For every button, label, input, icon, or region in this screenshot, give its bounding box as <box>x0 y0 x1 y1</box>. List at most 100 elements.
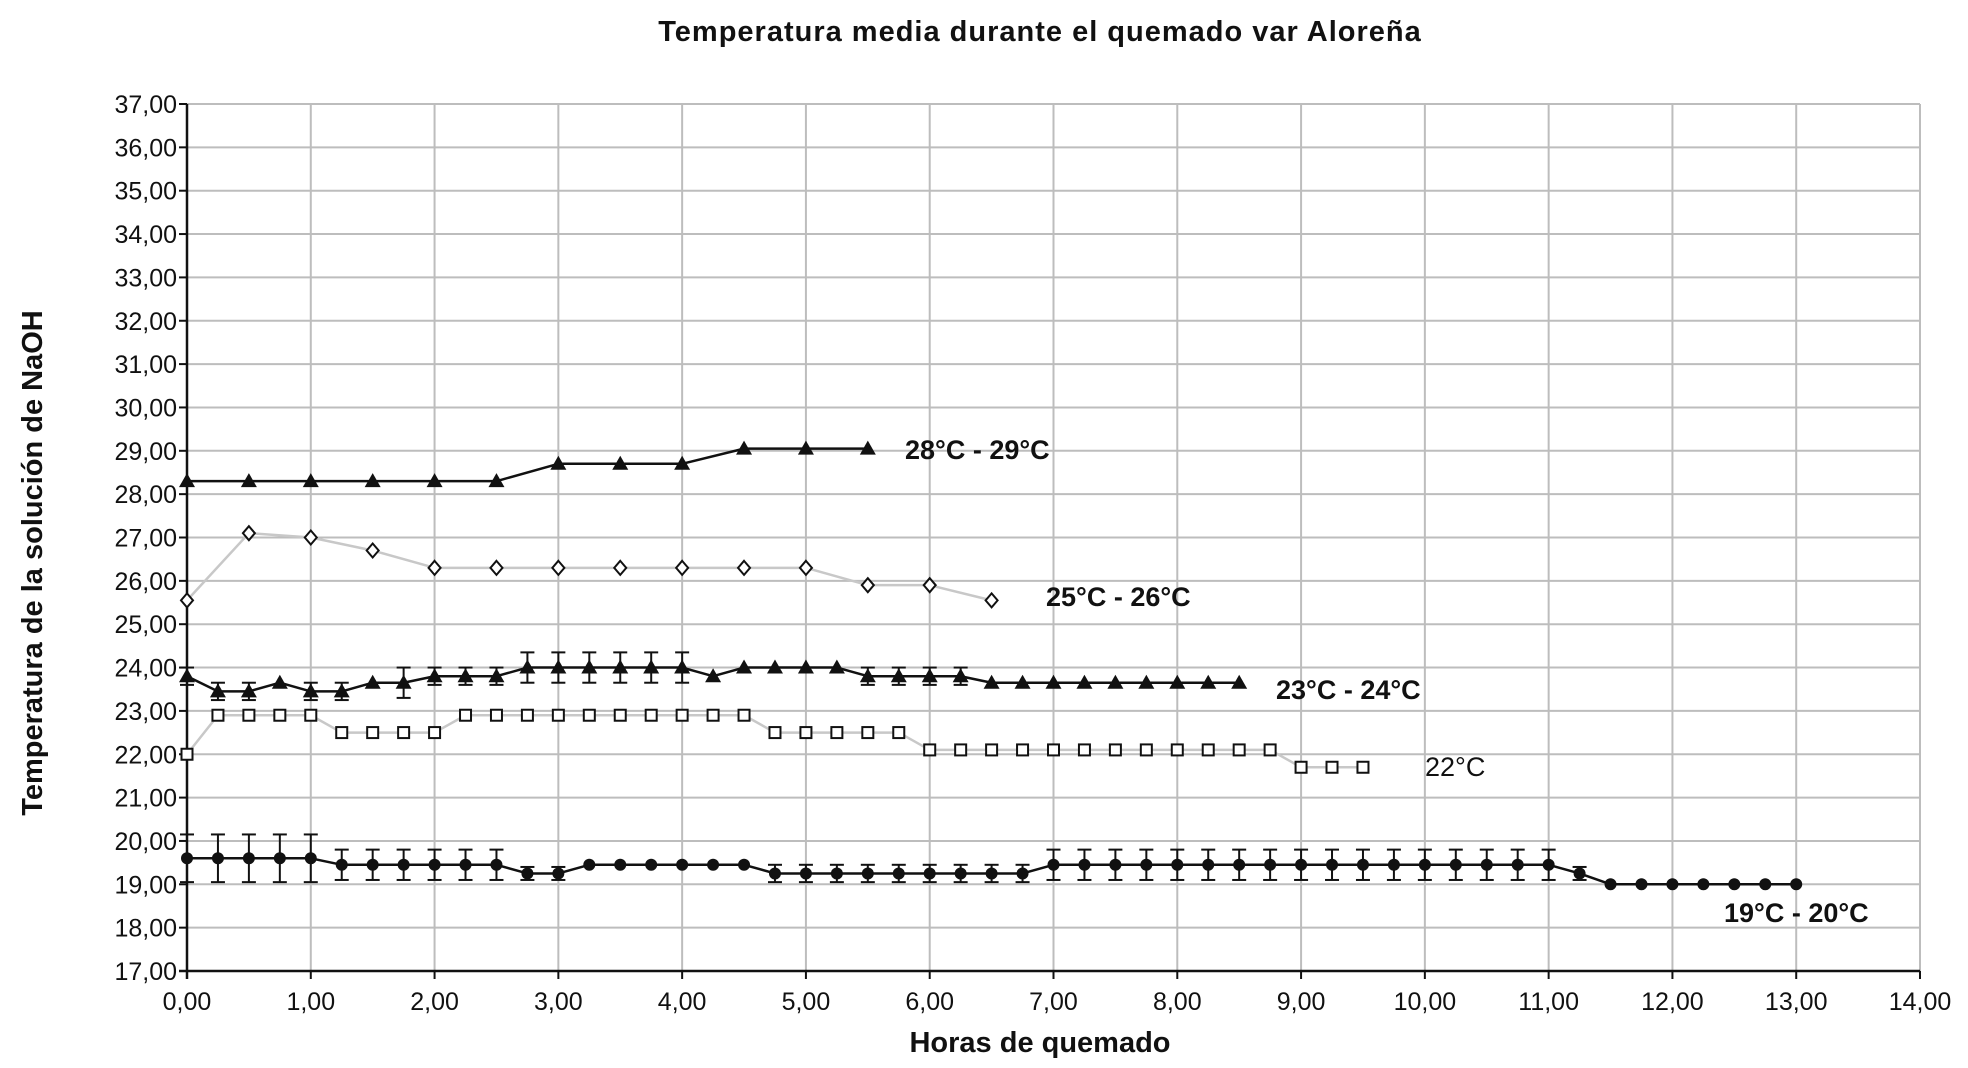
data-point-square <box>675 708 689 722</box>
x-tick-label: 3,00 <box>534 988 583 1016</box>
data-point-square <box>1170 743 1184 757</box>
data-point-square <box>428 726 442 740</box>
x-axis-title: Horas de quemado <box>909 1027 1170 1059</box>
data-point-square <box>613 708 627 722</box>
series-line <box>187 447 868 483</box>
data-point-triangle <box>488 473 505 488</box>
data-point-circle <box>1016 867 1029 880</box>
y-tick-label: 27,00 <box>114 525 177 553</box>
data-point-circle <box>1697 878 1710 891</box>
data-point-triangle <box>952 668 969 683</box>
data-point-circle <box>521 867 534 880</box>
data-point-circle <box>645 858 658 871</box>
data-point-circle <box>335 858 348 871</box>
data-point-circle <box>366 858 379 871</box>
data-point-square <box>1077 743 1091 757</box>
series-3 <box>179 651 1248 702</box>
data-point-triangle <box>736 440 753 455</box>
data-point-circle <box>1078 858 1091 871</box>
data-point-circle <box>1171 858 1184 871</box>
x-tick-label: 2,00 <box>410 988 459 1016</box>
data-point-circle <box>552 867 565 880</box>
data-point-triangle <box>581 659 598 674</box>
data-point-square <box>830 726 844 740</box>
data-point-circle <box>923 867 936 880</box>
data-point-circle <box>1511 858 1524 871</box>
data-point-square <box>459 708 473 722</box>
x-tick-label: 5,00 <box>782 988 831 1016</box>
data-point-diamond <box>860 576 876 594</box>
data-point-square <box>892 726 906 740</box>
data-point-circle <box>1480 858 1493 871</box>
data-point-triangle <box>240 683 257 698</box>
data-point-triangle <box>612 455 629 470</box>
y-axis-title: Temperatura de la solución de NaOH <box>17 310 49 815</box>
y-tick-label: 31,00 <box>114 351 177 379</box>
data-point-triangle <box>179 473 195 488</box>
data-point-circle <box>892 867 905 880</box>
y-tick-label: 26,00 <box>114 568 177 596</box>
data-point-triangle <box>550 455 567 470</box>
data-point-triangle <box>612 659 629 674</box>
y-tick-label: 34,00 <box>114 221 177 249</box>
data-point-circle <box>707 858 720 871</box>
data-point-square <box>242 708 256 722</box>
data-point-square <box>1201 743 1215 757</box>
data-point-circle <box>1449 858 1462 871</box>
data-point-triangle <box>797 659 814 674</box>
data-point-circle <box>954 867 967 880</box>
data-point-square <box>1139 743 1153 757</box>
data-point-triangle <box>426 668 443 683</box>
x-tick-label: 0,00 <box>163 988 212 1016</box>
data-point-circle <box>428 858 441 871</box>
y-tick-label: 24,00 <box>114 655 177 683</box>
data-point-triangle <box>302 473 319 488</box>
data-point-triangle <box>1231 674 1248 689</box>
series-label-5: 19°C - 20°C <box>1724 898 1869 928</box>
data-point-triangle <box>209 683 226 698</box>
y-tick-label: 25,00 <box>114 611 177 639</box>
data-point-square <box>551 708 565 722</box>
data-point-circle <box>1295 858 1308 871</box>
data-point-triangle <box>519 659 536 674</box>
series-label-2: 25°C - 26°C <box>1046 582 1191 612</box>
data-point-square <box>799 726 813 740</box>
x-tick-label: 10,00 <box>1394 988 1457 1016</box>
data-point-circle <box>397 858 410 871</box>
data-point-square <box>1047 743 1060 757</box>
data-point-circle <box>1356 858 1369 871</box>
y-tick-label: 29,00 <box>114 438 177 466</box>
data-point-square <box>768 726 782 740</box>
data-point-circle <box>1790 878 1803 891</box>
data-point-triangle <box>271 674 288 689</box>
data-point-circle <box>1635 878 1648 891</box>
series-1 <box>179 440 876 488</box>
data-point-triangle <box>828 659 845 674</box>
data-point-square <box>954 743 968 757</box>
data-point-circle <box>768 867 781 880</box>
data-point-square <box>582 708 596 722</box>
data-point-square <box>211 708 225 722</box>
data-point-diamond <box>489 559 504 577</box>
y-tick-label: 30,00 <box>114 394 177 422</box>
data-point-triangle <box>797 440 814 455</box>
series-2 <box>179 524 999 609</box>
data-point-triangle <box>736 659 753 674</box>
data-point-diamond <box>736 559 752 577</box>
data-point-triangle <box>859 668 876 683</box>
data-point-square <box>1232 743 1246 757</box>
data-point-circle <box>1326 858 1339 871</box>
grid <box>186 103 1921 972</box>
data-point-circle <box>490 858 503 871</box>
data-point-triangle <box>457 668 474 683</box>
data-point-triangle <box>1014 674 1031 689</box>
data-point-triangle <box>240 473 257 488</box>
data-point-circle <box>1728 878 1741 891</box>
data-point-triangle <box>395 674 412 689</box>
data-point-diamond <box>922 576 938 594</box>
data-point-circle <box>1233 858 1246 871</box>
data-point-square <box>1016 743 1030 757</box>
data-point-square <box>304 708 318 722</box>
data-point-circle <box>583 858 596 871</box>
